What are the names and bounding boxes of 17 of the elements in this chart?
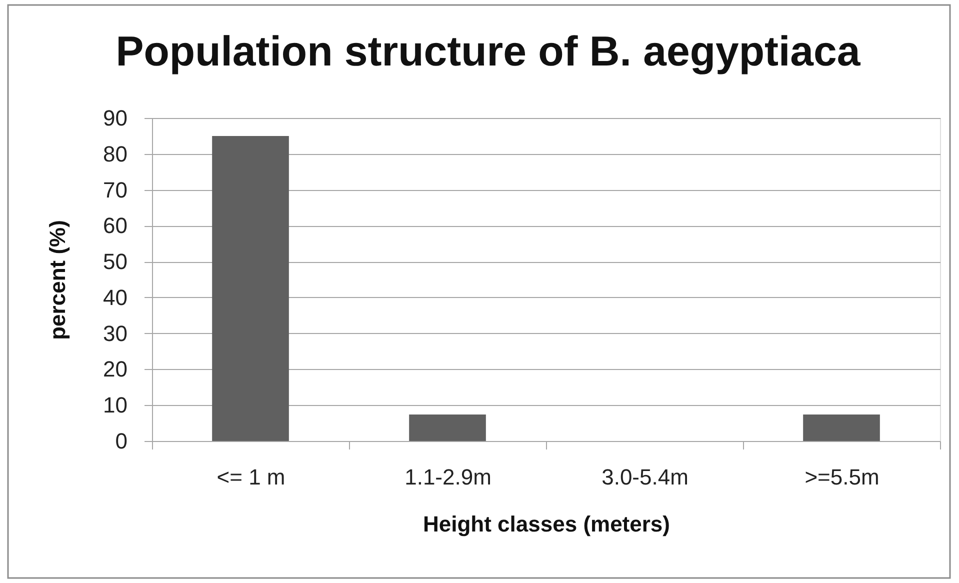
y-tick-label: 20 [103, 356, 128, 382]
x-tick-label: <= 1 m [216, 464, 286, 490]
y-axis-title: percent (%) [45, 220, 70, 340]
y-tick-label: 50 [103, 249, 128, 274]
y-tick-label: 0 [115, 428, 128, 454]
x-tick-label: >=5.5m [804, 464, 880, 490]
y-tick-label: 30 [103, 320, 128, 346]
y-tick-label: 10 [103, 392, 128, 418]
x-tick-label: 3.0-5.4m [602, 464, 688, 490]
x-tick-label: 1.1-2.9m [404, 464, 492, 490]
y-tick-label: 60 [103, 213, 128, 238]
y-tick-label: 70 [103, 177, 128, 202]
y-tick-label: 90 [103, 106, 128, 130]
x-axis-title: Height classes (meters) [423, 512, 670, 536]
chart-title: Population structure of B. aegyptiaca [116, 27, 861, 74]
y-tick-label: 80 [103, 141, 128, 166]
y-tick-label: 40 [103, 284, 128, 310]
